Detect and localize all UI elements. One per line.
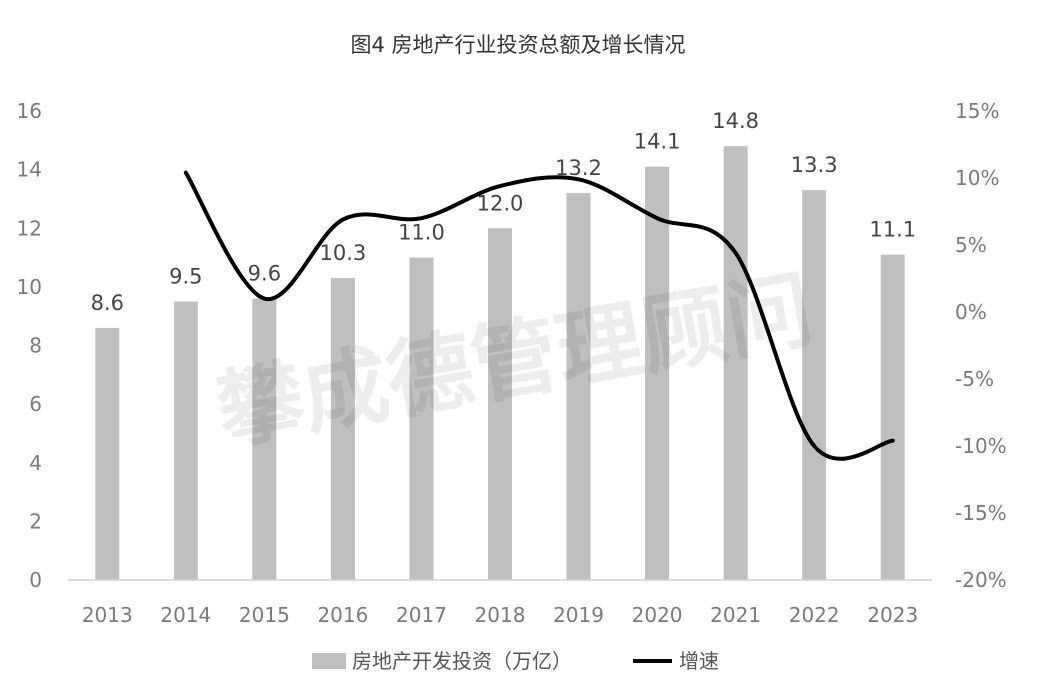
bar [802, 190, 827, 581]
left-y-tick-label: 12 [17, 216, 42, 240]
right-y-tick-label: -10% [955, 434, 1007, 458]
legend: 房地产开发投资（万亿） 增速 [312, 649, 719, 673]
legend-bar-label: 房地产开发投资（万亿） [352, 649, 572, 673]
bar-value-label: 13.3 [791, 153, 838, 177]
x-tick-label: 2014 [160, 603, 211, 627]
right-y-tick-label: -20% [955, 568, 1007, 592]
left-y-tick-label: 16 [17, 99, 42, 123]
x-tick-label: 2015 [239, 603, 290, 627]
legend-line-label: 增速 [679, 649, 719, 673]
bar-value-label: 9.5 [169, 265, 202, 289]
right-y-tick-label: -15% [955, 501, 1007, 525]
bar [723, 146, 748, 581]
bar-value-label: 14.8 [712, 109, 759, 133]
left-y-tick-label: 8 [29, 334, 42, 358]
x-tick-label: 2021 [710, 603, 761, 627]
growth-rate-line [183, 170, 895, 461]
right-y-tick-label: 15% [955, 99, 999, 123]
bar [880, 254, 905, 580]
left-y-axis: 0 2 4 6 8 10 12 14 16 [17, 99, 42, 592]
x-tick-label: 2023 [867, 603, 918, 627]
left-y-tick-label: 6 [29, 392, 42, 416]
x-tick-label: 2019 [553, 603, 604, 627]
x-tick-label: 2022 [789, 603, 840, 627]
left-y-tick-label: 2 [29, 509, 42, 533]
bar-series [95, 146, 905, 581]
right-y-tick-label: 10% [955, 166, 999, 190]
bar [95, 327, 120, 580]
chart-title: 图4 房地产行业投资总额及增长情况 [350, 33, 685, 57]
right-y-axis: -20% -15% -10% -5% 0% 5% 10% 15% [955, 99, 1007, 592]
left-y-tick-label: 14 [17, 158, 42, 182]
bar-value-label: 9.6 [248, 262, 281, 286]
bar [330, 278, 355, 580]
bar-value-label: 8.6 [91, 291, 124, 315]
bar-value-label: 11.1 [869, 218, 916, 242]
bar [252, 298, 277, 580]
x-tick-label: 2020 [632, 603, 683, 627]
right-y-tick-label: -5% [955, 367, 994, 391]
bar-data-labels: 8.69.5 9.610.311.012.013.214.114.813.311.… [91, 109, 917, 315]
bar-value-label: 10.3 [320, 241, 367, 265]
bar-value-label: 12.0 [477, 191, 524, 215]
left-y-tick-label: 0 [29, 568, 42, 592]
right-y-tick-label: 0% [955, 300, 987, 324]
x-tick-label: 2016 [317, 603, 368, 627]
bar [566, 193, 591, 580]
x-tick-label: 2018 [475, 603, 526, 627]
bar [488, 228, 512, 580]
legend-bar-swatch [312, 653, 346, 669]
bar-value-label: 14.1 [634, 130, 681, 154]
left-y-tick-label: 10 [17, 275, 42, 299]
bar [645, 166, 670, 580]
right-y-tick-label: 5% [955, 233, 987, 257]
x-tick-label: 2013 [82, 603, 133, 627]
bar-value-label: 11.0 [398, 221, 445, 245]
bar [173, 301, 198, 580]
x-axis: 2013 2014 2015 2016 2017 2018 2019 2020 2021 2022… [82, 603, 918, 627]
x-tick-label: 2017 [396, 603, 447, 627]
left-y-tick-label: 4 [29, 451, 42, 475]
bar [409, 257, 434, 580]
